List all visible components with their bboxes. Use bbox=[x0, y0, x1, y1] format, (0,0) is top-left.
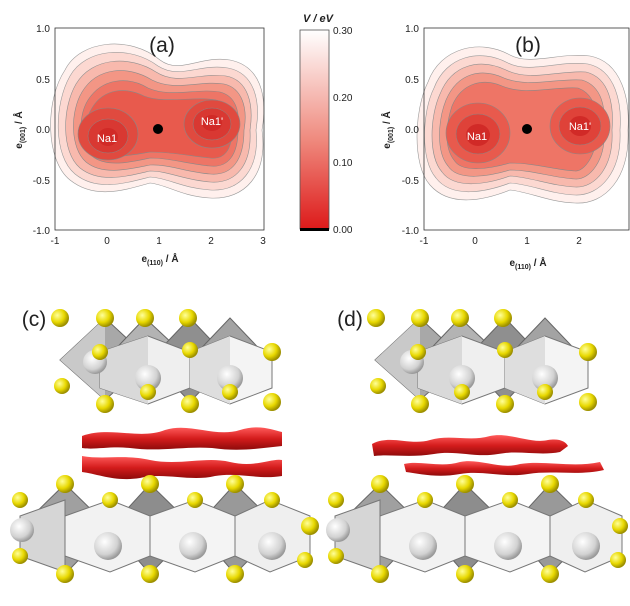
colorbar-tick-2: 0.10 bbox=[333, 158, 353, 169]
ytick-a-4: -1.0 bbox=[33, 226, 51, 237]
site-label-na1-b: Na1 bbox=[467, 131, 487, 143]
colorbar: V / eV 0.30 0.20 0.10 0.00 bbox=[299, 13, 353, 236]
sodium-isosurface-d bbox=[372, 435, 604, 476]
colorbar-tick-3: 0.00 bbox=[333, 225, 353, 236]
saddle-point-marker-b bbox=[522, 124, 532, 134]
ion-c-7 bbox=[258, 532, 286, 560]
x-axis-ticks-a: -1 0 1 2 3 bbox=[51, 236, 267, 247]
ytick-a-2: 0.0 bbox=[36, 125, 50, 136]
panel-c: (c) bbox=[10, 308, 319, 583]
ytick-b-2: 0.0 bbox=[405, 125, 419, 136]
xtick-b-2: 1 bbox=[524, 236, 530, 247]
upper-octahedral-layer-d bbox=[367, 309, 597, 413]
colorbar-tick-0: 0.30 bbox=[333, 26, 353, 37]
ytick-a-1: 0.5 bbox=[36, 75, 50, 86]
ion-d-5 bbox=[409, 532, 437, 560]
ion-d-4 bbox=[326, 518, 350, 542]
lower-octahedral-layer-c bbox=[10, 475, 319, 583]
ion-c-6 bbox=[179, 532, 207, 560]
colorbar-title: V / eV bbox=[303, 13, 335, 25]
sulfur-atoms-c-lower bbox=[12, 475, 319, 583]
colorbar-gradient bbox=[299, 29, 330, 230]
ion-c-4 bbox=[10, 518, 34, 542]
ytick-a-3: -0.5 bbox=[33, 176, 51, 187]
site-label-na1-a: Na1 bbox=[97, 133, 117, 145]
xtick-b-3: 2 bbox=[576, 236, 582, 247]
ion-c-3 bbox=[217, 365, 243, 391]
sulfur-atoms-d-lower bbox=[328, 475, 628, 583]
xtick-b-0: -1 bbox=[420, 236, 429, 247]
panel-label-c: (c) bbox=[22, 308, 47, 331]
saddle-point-marker-a bbox=[153, 124, 163, 134]
x-axis-label-b: e(110) / Å bbox=[509, 256, 546, 271]
ion-d-6 bbox=[494, 532, 522, 560]
sulfur-atoms-c-upper bbox=[51, 309, 281, 413]
plot-frame-b bbox=[423, 27, 630, 231]
ion-c-5 bbox=[94, 532, 122, 560]
y-axis-ticks-b: 1.0 0.5 0.0 -0.5 -1.0 bbox=[402, 24, 420, 237]
panel-label-a: (a) bbox=[149, 34, 175, 57]
site-label-na1prime-b: Na1' bbox=[569, 121, 591, 133]
ytick-b-4: -1.0 bbox=[402, 226, 420, 237]
ytick-b-1: 0.5 bbox=[405, 75, 419, 86]
ion-d-3 bbox=[532, 365, 558, 391]
y-axis-ticks-a: 1.0 0.5 0.0 -0.5 -1.0 bbox=[33, 24, 51, 237]
panel-label-b: (b) bbox=[515, 34, 541, 57]
ytick-b-0: 1.0 bbox=[405, 24, 419, 35]
ion-d-7 bbox=[572, 532, 600, 560]
colorbar-tick-1: 0.20 bbox=[333, 93, 353, 104]
ion-c-2 bbox=[135, 365, 161, 391]
panel-b-contour-field bbox=[416, 46, 629, 204]
lower-octahedral-layer-d bbox=[326, 475, 628, 583]
panel-b: Na1 Na1' (b) 1.0 0.5 0.0 -0.5 -1.0 -1 0 … bbox=[380, 24, 630, 271]
sulfur-atoms-d-upper bbox=[367, 309, 597, 413]
xtick-a-2: 1 bbox=[156, 236, 162, 247]
ion-d-2 bbox=[449, 365, 475, 391]
x-axis-label-a: e(110) / Å bbox=[141, 252, 178, 267]
panel-a: Na1 Na1' (a) 1.0 0.5 0.0 -0.5 -1.0 -1 0 … bbox=[12, 24, 266, 267]
xtick-a-3: 2 bbox=[208, 236, 214, 247]
x-axis-ticks-b: -1 0 1 2 bbox=[420, 236, 583, 247]
sodium-isosurface-c bbox=[82, 427, 282, 480]
ytick-b-3: -0.5 bbox=[402, 176, 420, 187]
ytick-a-0: 1.0 bbox=[36, 24, 50, 35]
panel-d: (d) bbox=[326, 308, 628, 583]
panel-a-contour-field bbox=[50, 43, 265, 199]
upper-octahedral-layer-c bbox=[51, 309, 281, 413]
xtick-a-4: 3 bbox=[260, 236, 266, 247]
xtick-a-0: -1 bbox=[51, 236, 60, 247]
xtick-a-1: 0 bbox=[104, 236, 110, 247]
plot-frame-a bbox=[54, 27, 265, 231]
colorbar-floor bbox=[300, 228, 329, 231]
xtick-b-1: 0 bbox=[472, 236, 478, 247]
y-axis-label-a: e(001) / Å bbox=[12, 111, 27, 148]
panel-label-d: (d) bbox=[337, 308, 363, 331]
site-label-na1prime-a: Na1' bbox=[201, 116, 223, 128]
y-axis-label-b: e(001) / Å bbox=[380, 111, 395, 148]
